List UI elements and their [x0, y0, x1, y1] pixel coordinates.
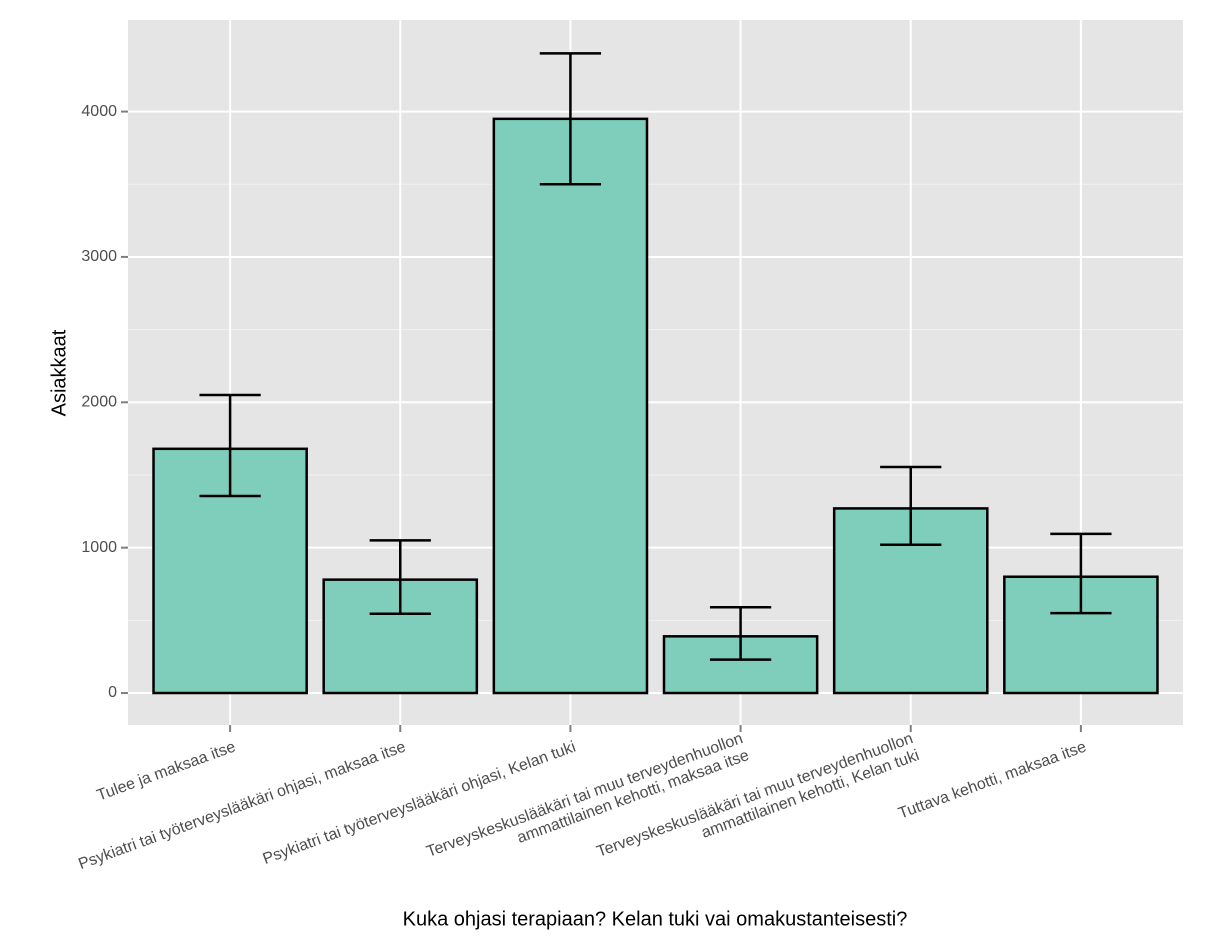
x-tick-label: Psykiatri tai työterveyslääkäri ohjasi, …	[261, 739, 579, 868]
x-tick-label: Psykiatri tai työterveyslääkäri ohjasi, …	[76, 739, 408, 874]
x-tick-label-line: Terveyskeskuslääkäri tai muu terveydenhu…	[424, 730, 745, 861]
y-axis-title: Asiakkaat	[48, 329, 70, 416]
error-bar	[369, 539, 431, 616]
error-bar	[880, 465, 942, 547]
x-tick-label: Tuttava kehotti, maksaa itse	[896, 739, 1089, 823]
x-tick-label: Terveyskeskuslääkäri tai muu terveydenhu…	[595, 730, 922, 878]
x-tick-label: Tulee ja maksaa itse	[95, 739, 238, 805]
error-bar	[1050, 532, 1112, 615]
bar	[1003, 575, 1159, 695]
x-axis-title: Kuka ohjasi terapiaan? Kelan tuki vai om…	[403, 908, 908, 930]
x-tick-label-line: Psykiatri tai työterveyslääkäri ohjasi, …	[76, 739, 408, 874]
bar	[492, 117, 649, 695]
error-bar	[709, 606, 772, 661]
x-tick-label: Terveyskeskuslääkäri tai muu terveydenhu…	[424, 730, 751, 878]
y-tick-label: 1000	[81, 539, 117, 556]
y-tick-label: 4000	[81, 103, 117, 120]
error-bar	[539, 52, 602, 186]
y-tick-label: 2000	[81, 394, 117, 411]
error-bar	[199, 393, 261, 498]
y-tick-label: 0	[108, 684, 117, 701]
x-tick-label-line: Tuttava kehotti, maksaa itse	[896, 739, 1089, 823]
y-tick-label: 3000	[81, 248, 117, 265]
x-tick-label-line: Psykiatri tai työterveyslääkäri ohjasi, …	[261, 739, 579, 868]
x-tick-label-line: Tulee ja maksaa itse	[95, 739, 238, 805]
